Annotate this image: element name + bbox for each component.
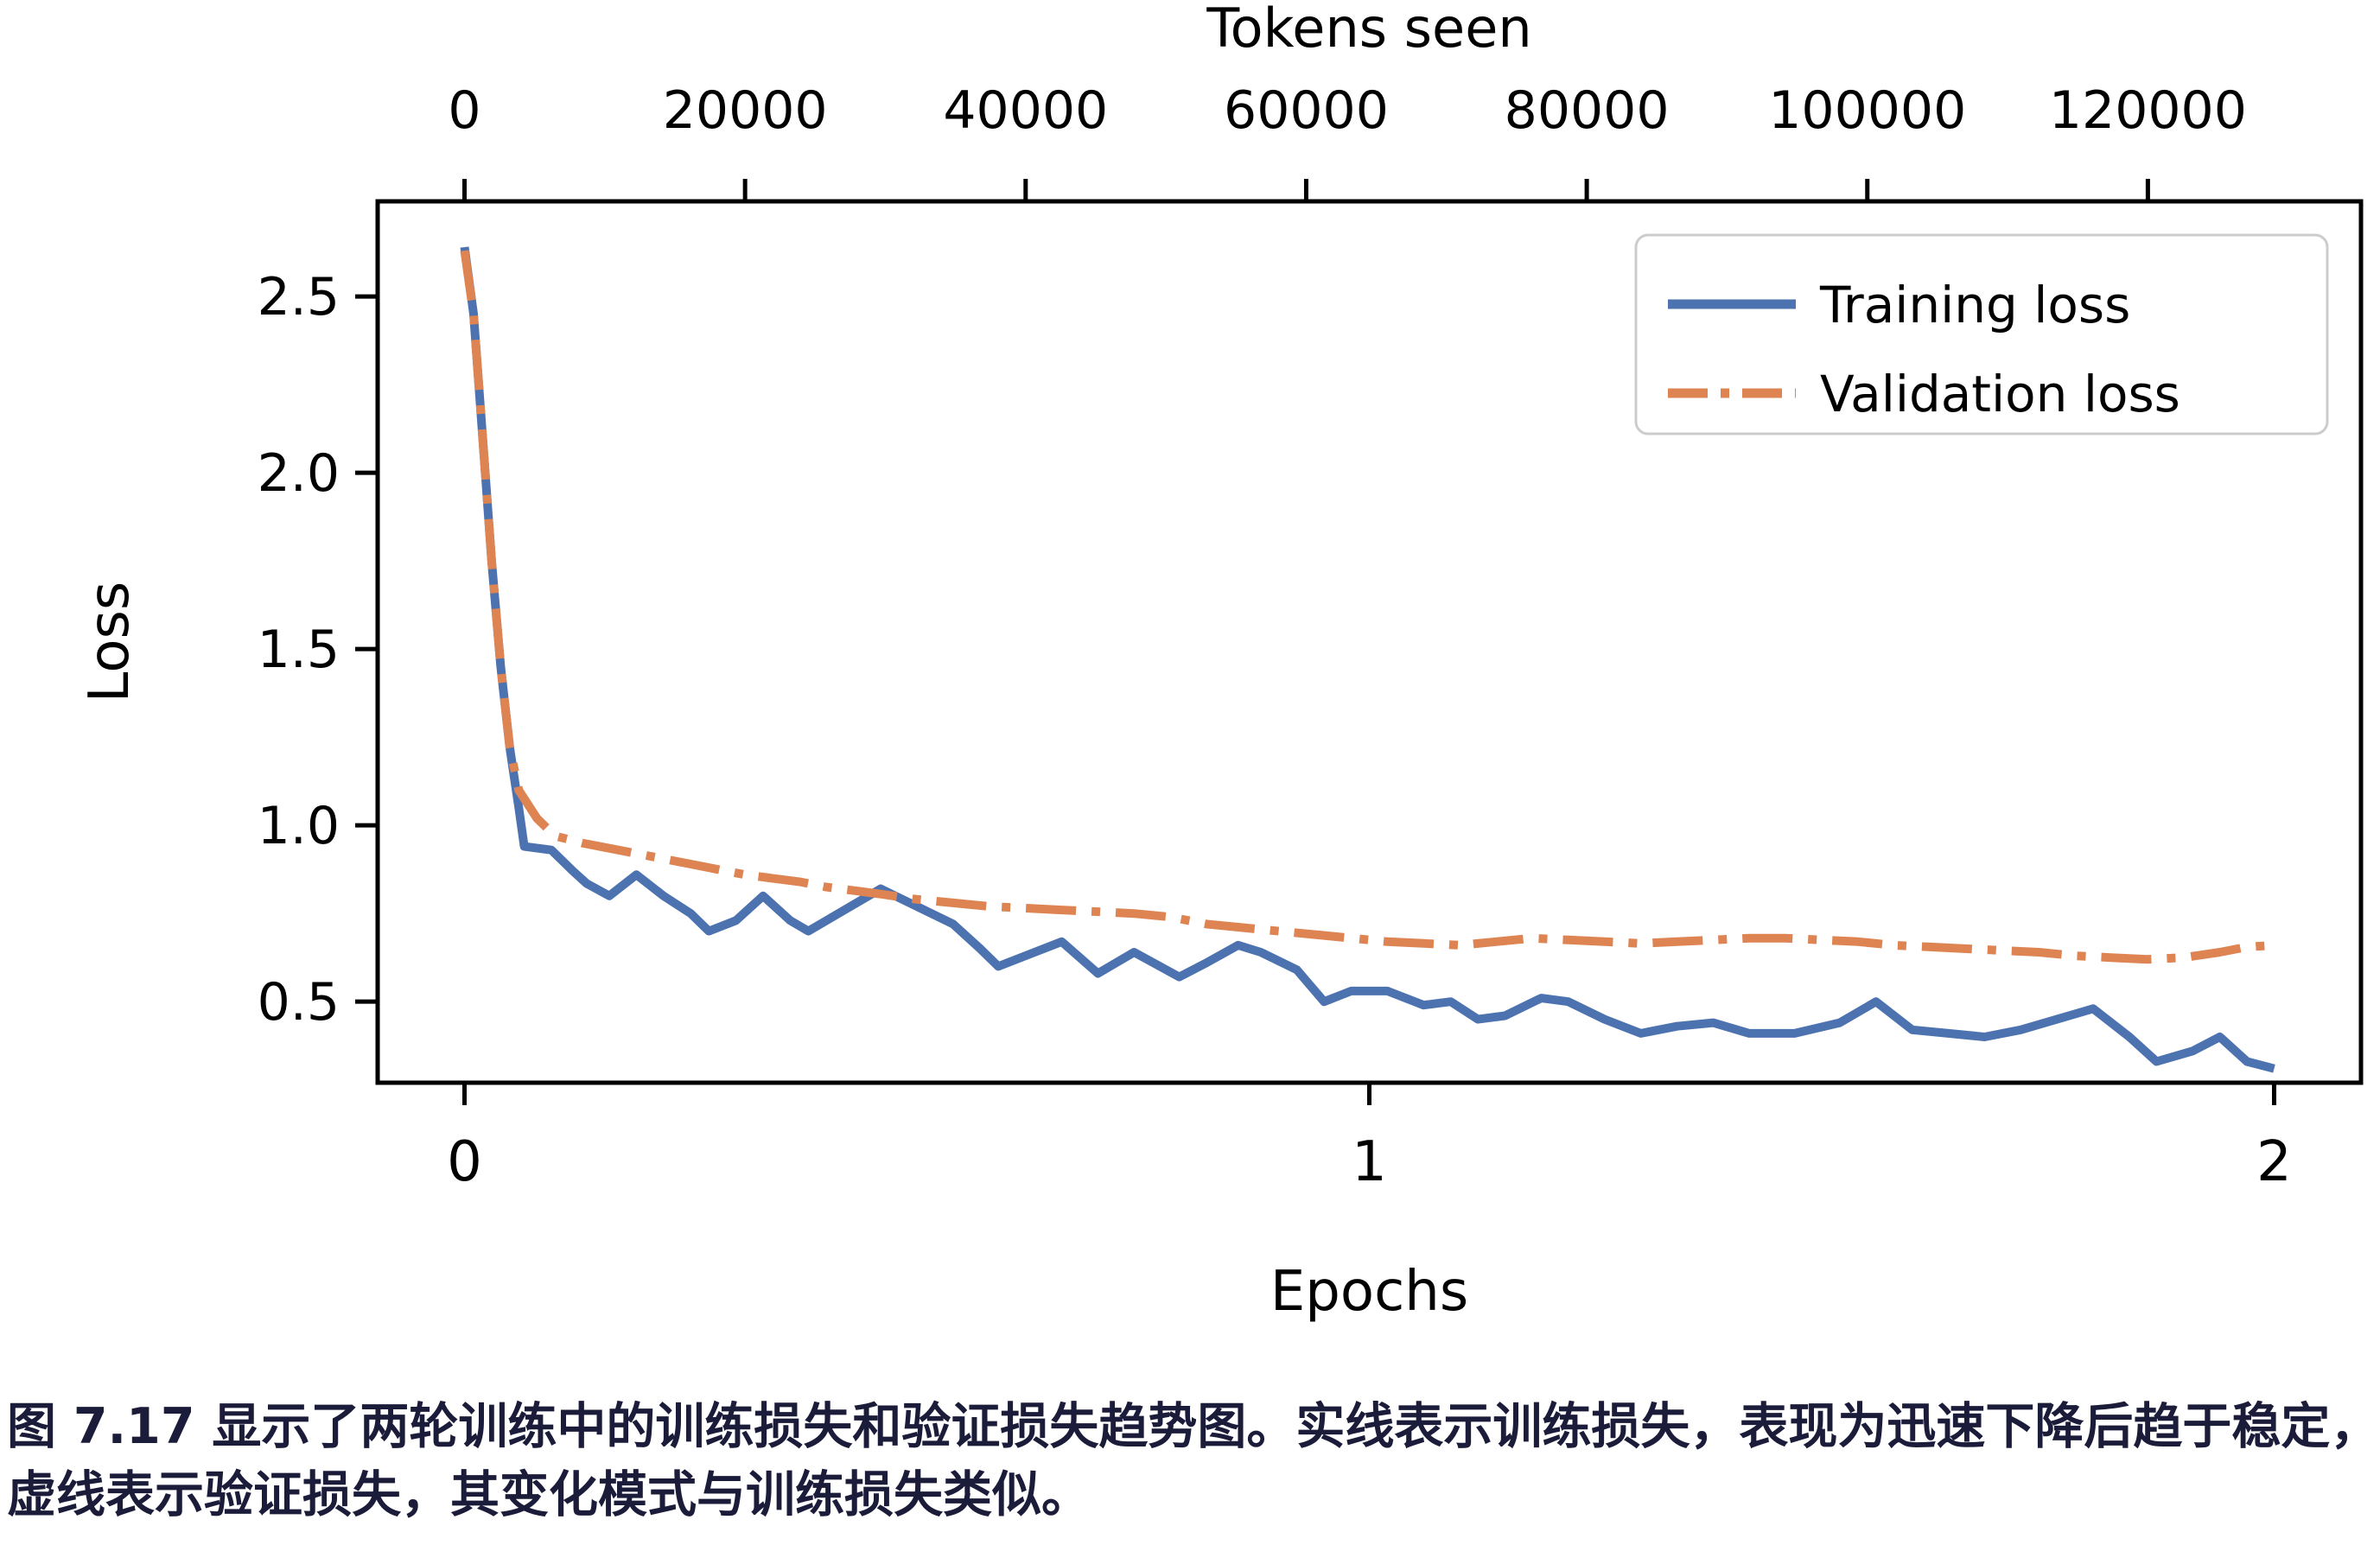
top-axis-tick-label: 0 [448, 80, 480, 141]
x-axis-title: Epochs [1270, 1260, 1468, 1324]
figure-caption-line2: 虚线表示验证损失，其变化模式与训练损失类似。 [7, 1466, 1091, 1523]
y-axis-tick-label: 0.5 [258, 972, 340, 1033]
top-axis-tick-label: 80000 [1505, 80, 1670, 141]
loss-chart-svg: 0 20000 40000 60000 80000 100000 120000 Tokens … [78, 0, 2364, 1324]
series-line-validation-loss [460, 250, 2275, 964]
top-axis-tick-label: 60000 [1224, 80, 1389, 141]
top-axis-tick-label: 20000 [663, 80, 828, 141]
x-axis-tick-label: 2 [2256, 1130, 2292, 1194]
top-axis-tick-label: 40000 [943, 80, 1108, 141]
y-axis-tick-label: 2.0 [258, 443, 340, 504]
legend-box [1634, 233, 2329, 436]
loss-chart-figure: 0 20000 40000 60000 80000 100000 120000 Tokens … [78, 0, 2364, 1324]
y-axis-title: Loss [78, 582, 142, 703]
y-axis-tick-label: 2.5 [258, 267, 340, 327]
y-axis-tick-label: 1.5 [258, 620, 340, 680]
top-axis-tick-label: 120000 [2049, 80, 2247, 141]
legend-label-validation: Validation loss [1820, 365, 2180, 423]
series-line-training-loss [460, 246, 2275, 1073]
top-axis-tick-label: 100000 [1768, 80, 1966, 141]
legend-label-training: Training loss [1819, 276, 2130, 334]
top-axis-title: Tokens seen [1206, 0, 1531, 60]
x-axis-tick-label: 0 [447, 1130, 482, 1194]
x-axis-tick-label: 1 [1352, 1130, 1387, 1194]
figure-caption-line1: 图 7.17 显示了两轮训练中的训练损失和验证损失趋势图。实线表示训练损失，表现… [7, 1398, 2380, 1455]
figure-caption: 图 7.17 显示了两轮训练中的训练损失和验证损失趋势图。实线表示训练损失，表现… [7, 1393, 2380, 1529]
y-axis-tick-label: 1.0 [258, 796, 340, 856]
